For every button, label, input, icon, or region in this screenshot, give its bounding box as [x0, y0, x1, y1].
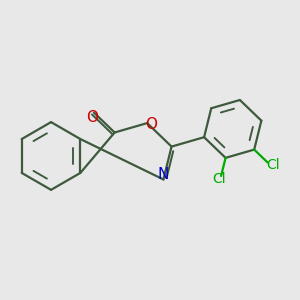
Text: Cl: Cl [266, 158, 280, 172]
Text: O: O [145, 117, 157, 132]
Text: Cl: Cl [212, 172, 226, 186]
Text: O: O [86, 110, 98, 125]
Text: N: N [158, 167, 169, 182]
